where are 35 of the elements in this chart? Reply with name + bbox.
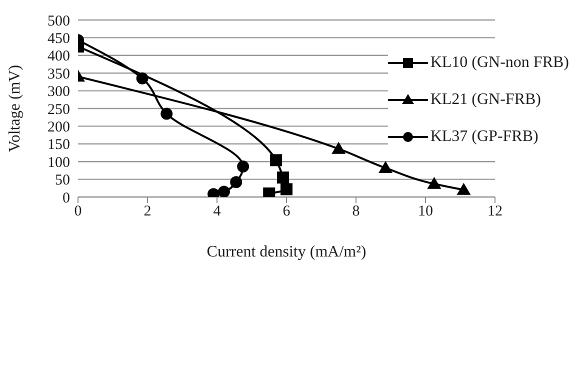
y-tick-label: 0 bbox=[62, 190, 70, 206]
x-axis-title: Current density (mA/m²) bbox=[206, 243, 366, 260]
y-tick-label: 150 bbox=[48, 137, 70, 154]
point bbox=[270, 154, 282, 166]
point bbox=[230, 176, 242, 188]
y-tick-label: 100 bbox=[48, 154, 70, 171]
point bbox=[427, 176, 442, 189]
y-tick-label: 250 bbox=[48, 102, 70, 118]
y-tick-label: 300 bbox=[48, 84, 70, 100]
x-tick-label: 10 bbox=[418, 204, 433, 220]
point bbox=[456, 182, 471, 195]
x-tick-label: 4 bbox=[213, 204, 222, 220]
point bbox=[218, 186, 230, 197]
x-tick-label: 8 bbox=[352, 204, 360, 220]
y-tick-label: 200 bbox=[48, 120, 70, 136]
y-tick-label: 50 bbox=[55, 172, 70, 189]
y-tick-label: 400 bbox=[48, 48, 70, 65]
point bbox=[237, 160, 250, 173]
point bbox=[280, 183, 292, 196]
y-axis-title: Voltage (mV) bbox=[6, 64, 24, 152]
legend-label: KL10 (GN-non FRB) bbox=[430, 54, 569, 72]
point bbox=[160, 108, 173, 120]
y-tick-label: 450 bbox=[48, 31, 70, 48]
x-tick-label: 6 bbox=[282, 204, 291, 220]
point bbox=[332, 142, 346, 154]
legend-label: KL21 (GN-FRB) bbox=[430, 90, 541, 108]
point bbox=[378, 160, 393, 173]
y-tick-label: 500 bbox=[48, 13, 70, 30]
x-tick-label: 12 bbox=[488, 204, 502, 220]
x-tick-label: 2 bbox=[144, 204, 152, 220]
point bbox=[136, 72, 148, 84]
x-tick-label: 0 bbox=[74, 204, 82, 220]
legend-label: KL37 (GP-FRB) bbox=[430, 128, 538, 146]
y-tick-label: 350 bbox=[48, 66, 70, 82]
point bbox=[277, 172, 290, 184]
